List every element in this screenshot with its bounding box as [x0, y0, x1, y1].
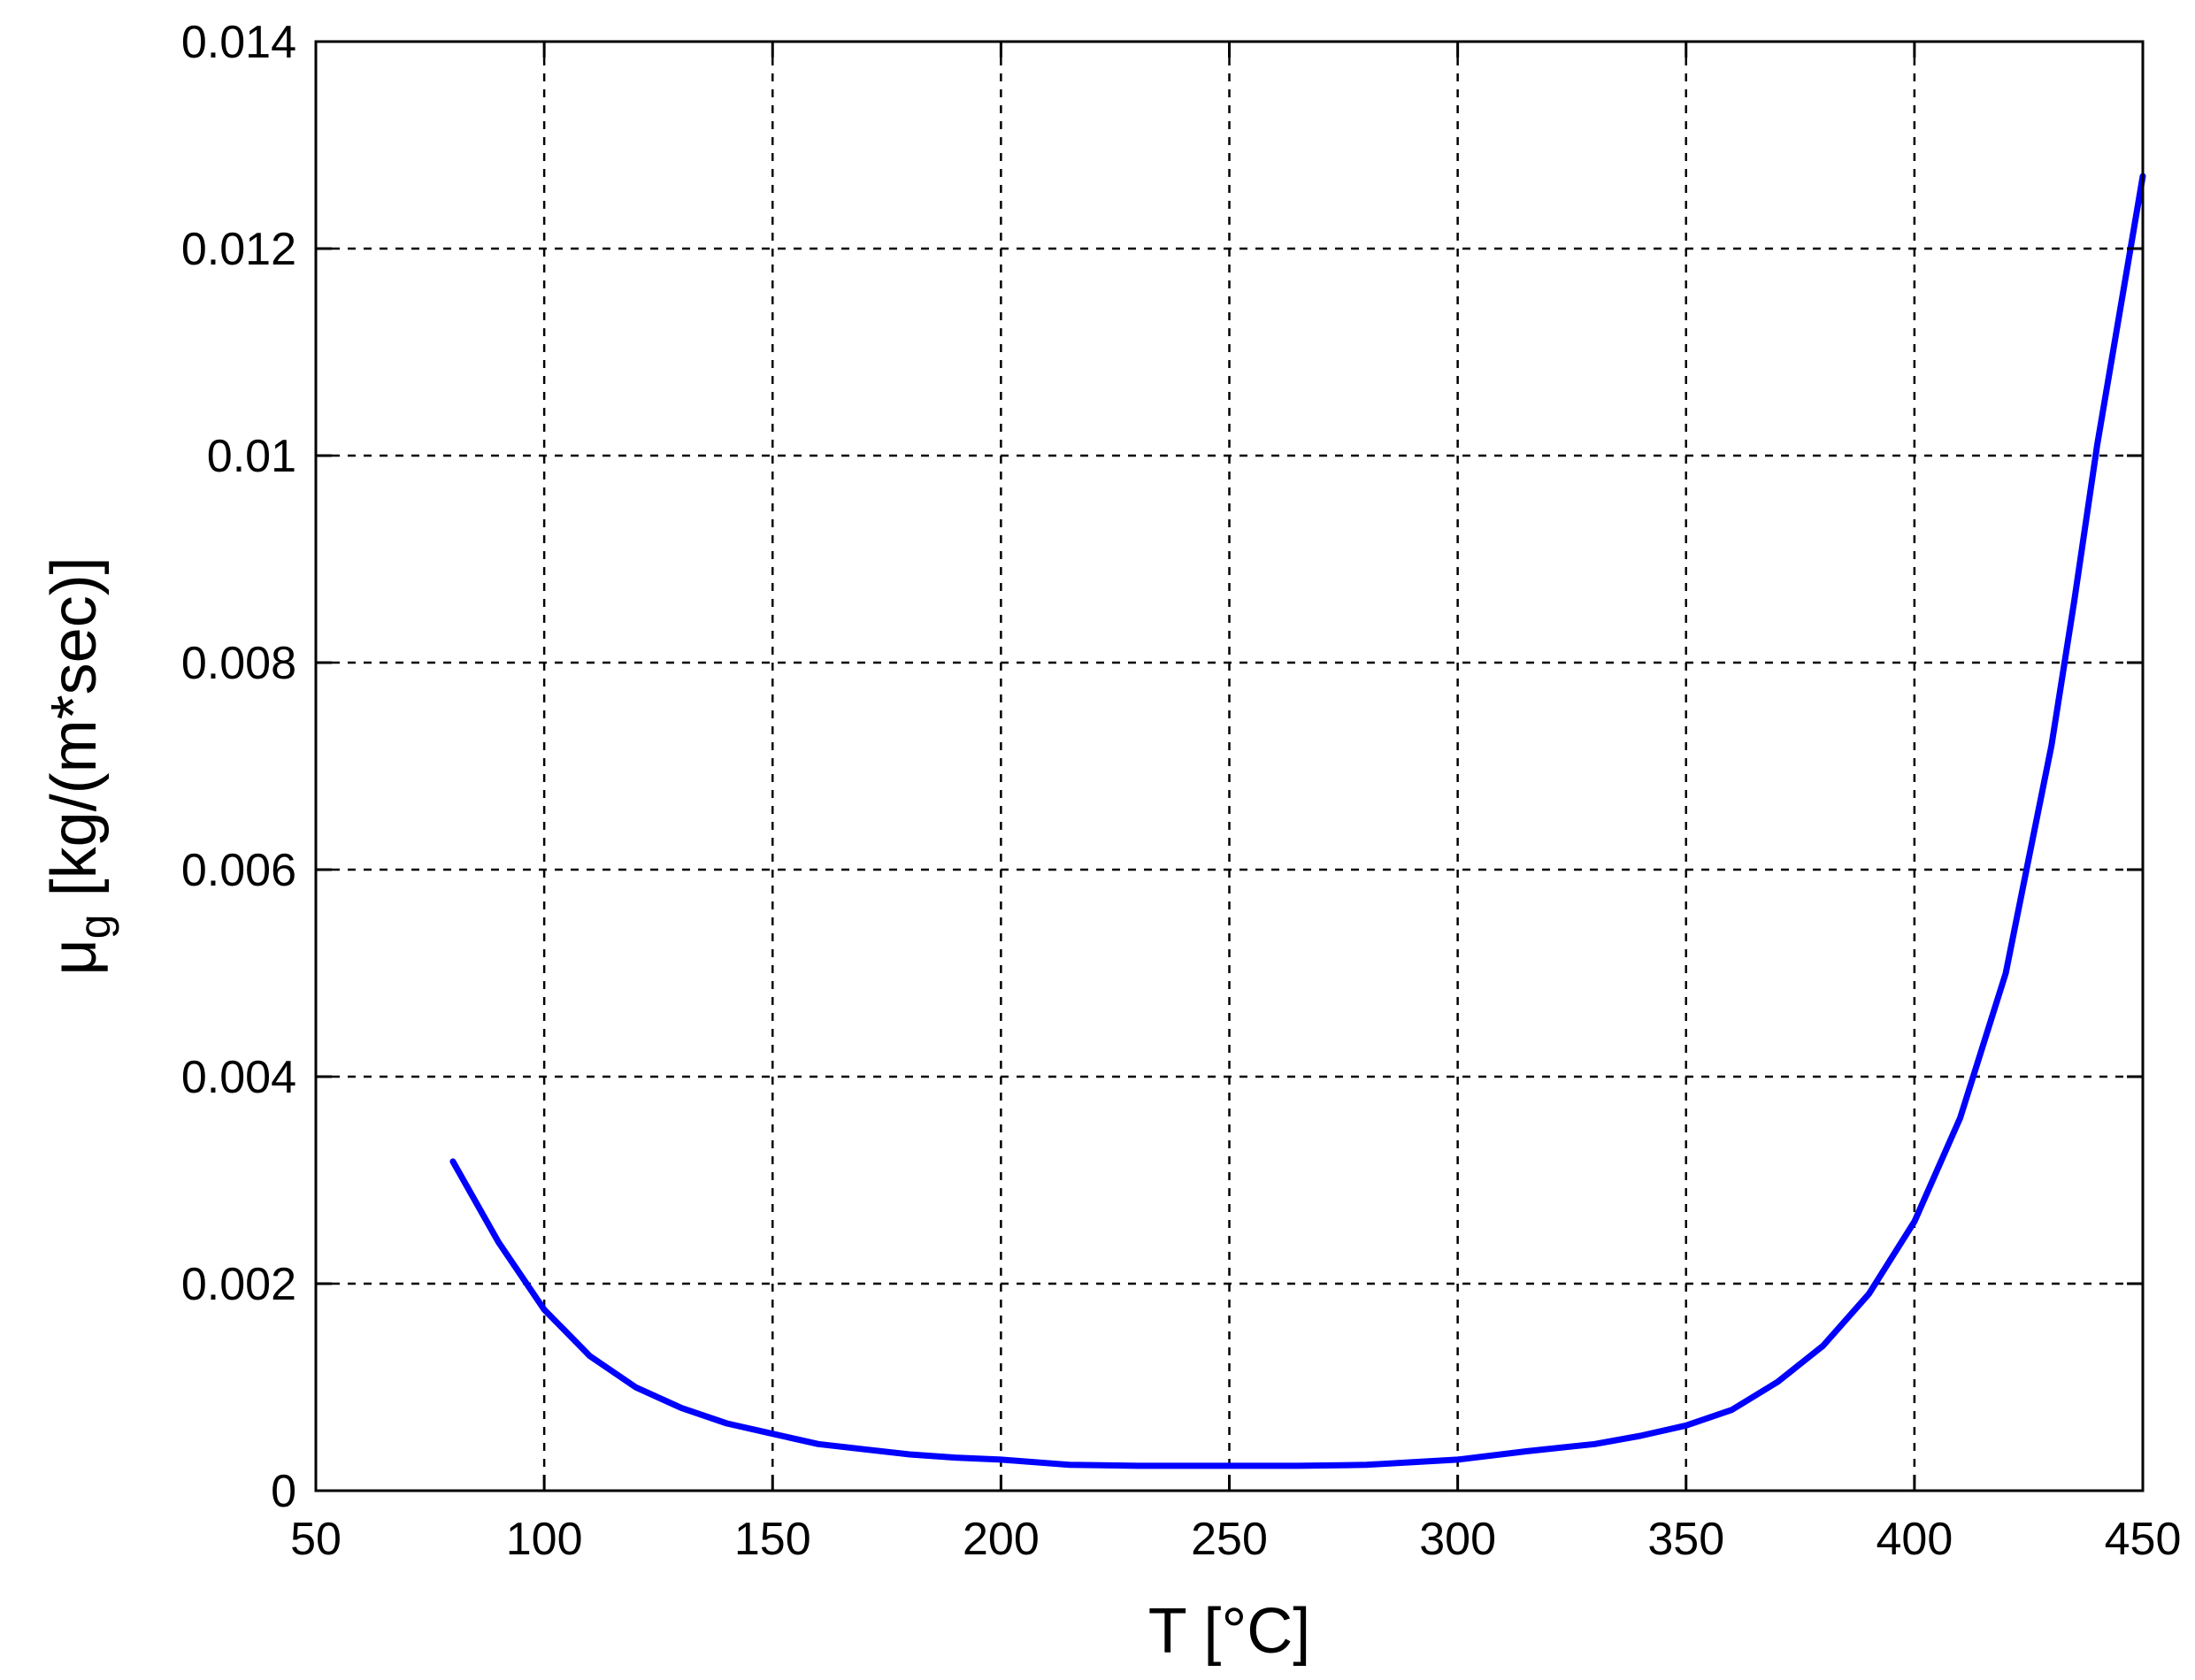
y-tick-label: 0.002: [181, 1259, 296, 1310]
x-axis-label: T [°C]: [1148, 1596, 1310, 1667]
y-tick-label: 0.008: [181, 638, 296, 689]
x-tick-label: 150: [734, 1514, 811, 1565]
y-axis-label-symbol: μ: [39, 939, 110, 975]
x-tick-label: 250: [1191, 1514, 1268, 1565]
y-tick-label: 0.006: [181, 845, 296, 896]
y-axis-label: μg [kg/(m*sec)]: [39, 556, 119, 975]
y-tick-labels: 0 0.002 0.004 0.006 0.008 0.01 0.012 0.014: [181, 17, 296, 1517]
series-layer: [449, 173, 2146, 1469]
x-tick-label: 200: [963, 1514, 1040, 1565]
y-tick-label: 0: [271, 1466, 296, 1517]
y-tick-label: 0.014: [181, 17, 296, 68]
x-tick-label: 300: [1419, 1514, 1496, 1565]
x-tick-label: 450: [2105, 1514, 2182, 1565]
tick-marks: [314, 40, 2145, 1492]
x-tick-label: 100: [506, 1514, 583, 1565]
y-tick-label: 0.012: [181, 224, 296, 275]
y-axis-label-units: [kg/(m*sec)]: [39, 556, 110, 914]
y-tick-label: 0.004: [181, 1052, 296, 1103]
x-tick-labels: 50 100 150 200 250 300 350 400 450: [290, 1514, 2181, 1565]
x-tick-label: 50: [290, 1514, 342, 1565]
x-tick-label: 400: [1876, 1514, 1953, 1565]
x-tick-label: 350: [1647, 1514, 1724, 1565]
y-axis-label-subscript: g: [70, 914, 119, 939]
y-tick-label: 0.01: [207, 431, 296, 482]
series-line: [449, 173, 2146, 1469]
grid: [316, 42, 2143, 1491]
